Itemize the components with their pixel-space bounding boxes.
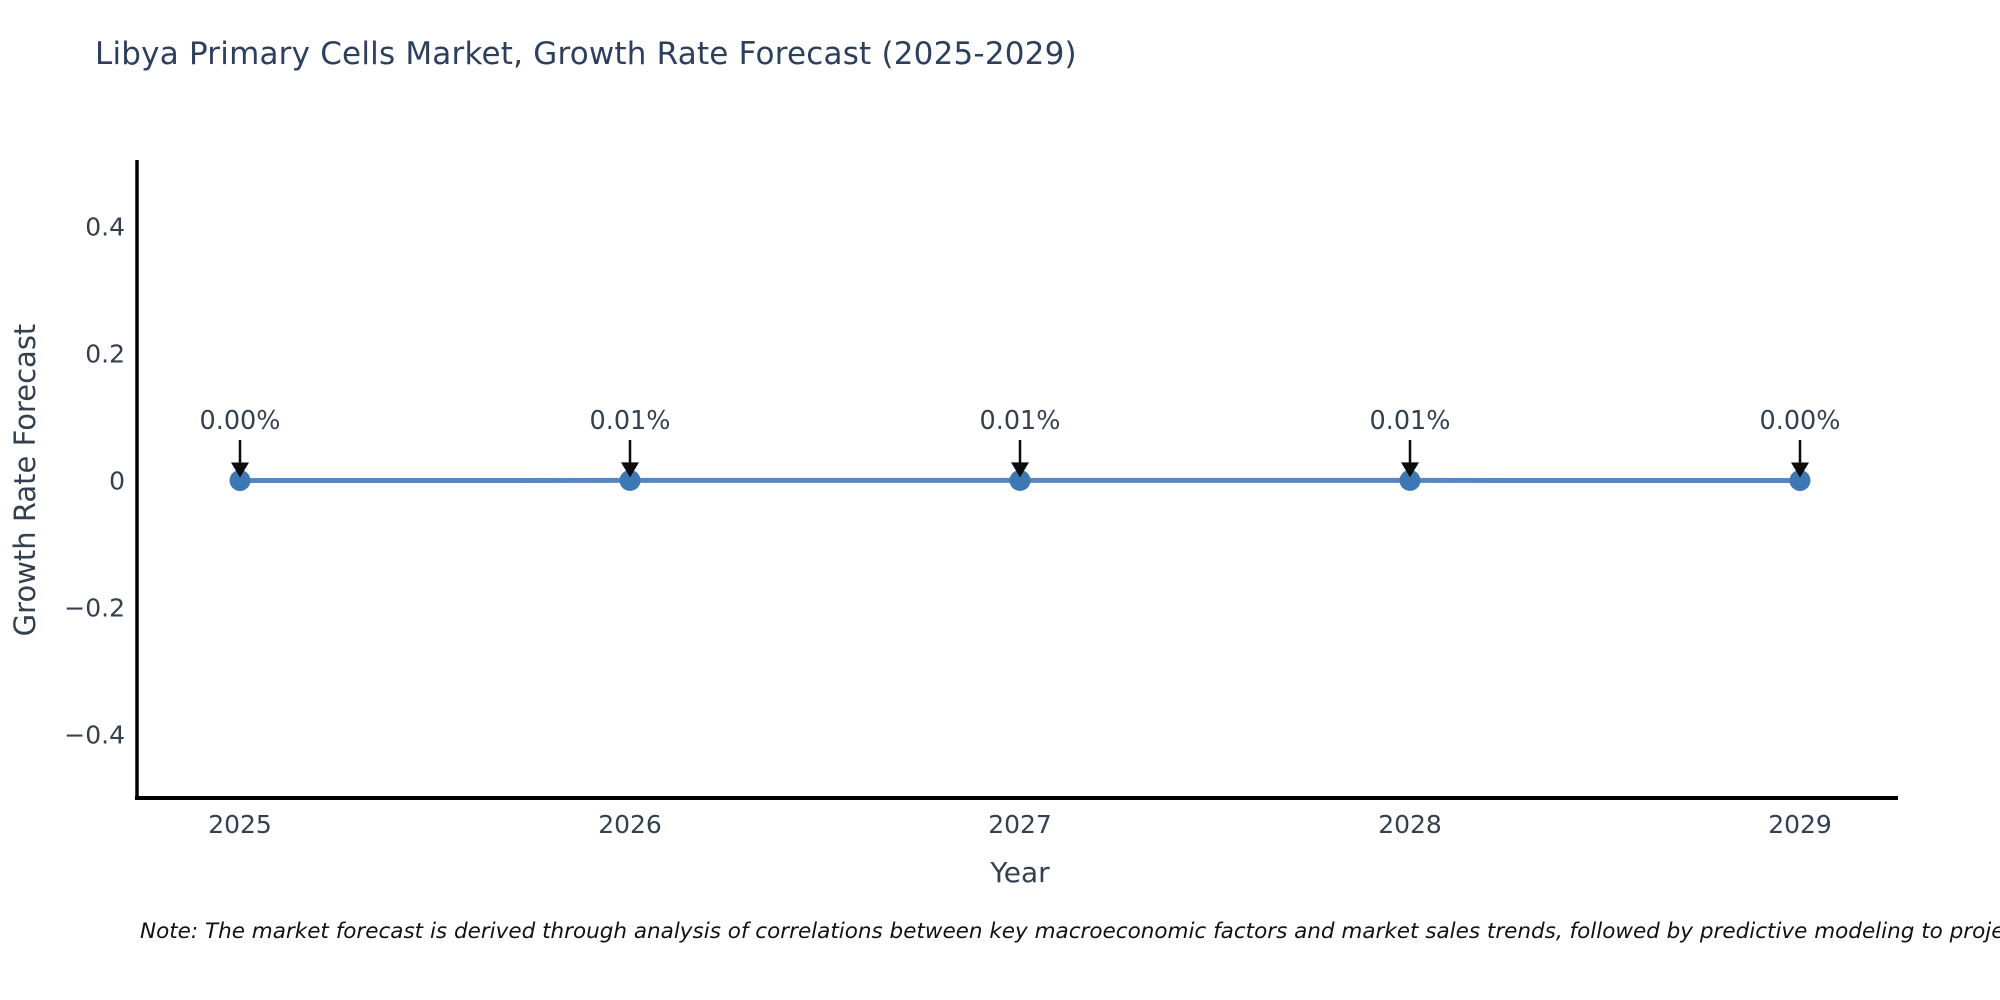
x-tick-label: 2027 [988, 810, 1052, 839]
x-tick-label: 2026 [598, 810, 662, 839]
x-tick-label: 2025 [208, 810, 272, 839]
data-point-2027 [1009, 469, 1031, 491]
annotation-arrow-head [231, 462, 249, 478]
annotation-label: 0.01% [1369, 406, 1450, 436]
annotation-arrow-head [621, 462, 639, 478]
annotation-arrow-head [1401, 462, 1419, 478]
x-tick-label: 2028 [1378, 810, 1442, 839]
annotation-label: 0.01% [979, 406, 1060, 436]
y-axis-title: Growth Rate Forecast [8, 323, 42, 637]
y-tick-label: −0.4 [64, 721, 125, 750]
data-point-2028 [1399, 469, 1421, 491]
annotation-label: 0.00% [1759, 406, 1840, 436]
x-axis-title: Year [990, 856, 1050, 889]
data-point-2025 [229, 470, 251, 491]
y-tick-label: 0 [109, 467, 125, 496]
data-point-2026 [619, 469, 641, 491]
chart-title: Libya Primary Cells Market, Growth Rate … [95, 36, 1077, 72]
data-point-2029 [1789, 470, 1811, 491]
annotation-arrow-head [1011, 462, 1029, 478]
y-tick-label: 0.4 [85, 213, 125, 242]
x-tick-label: 2029 [1768, 810, 1832, 839]
y-tick-label: 0.2 [85, 340, 125, 369]
y-tick-label: −0.2 [64, 594, 125, 623]
annotation-arrow-head [1791, 462, 1809, 478]
annotation-label: 0.01% [589, 406, 670, 436]
annotation-label: 0.00% [199, 406, 280, 436]
footnote-text: Note: The market forecast is derived thr… [140, 919, 2000, 944]
